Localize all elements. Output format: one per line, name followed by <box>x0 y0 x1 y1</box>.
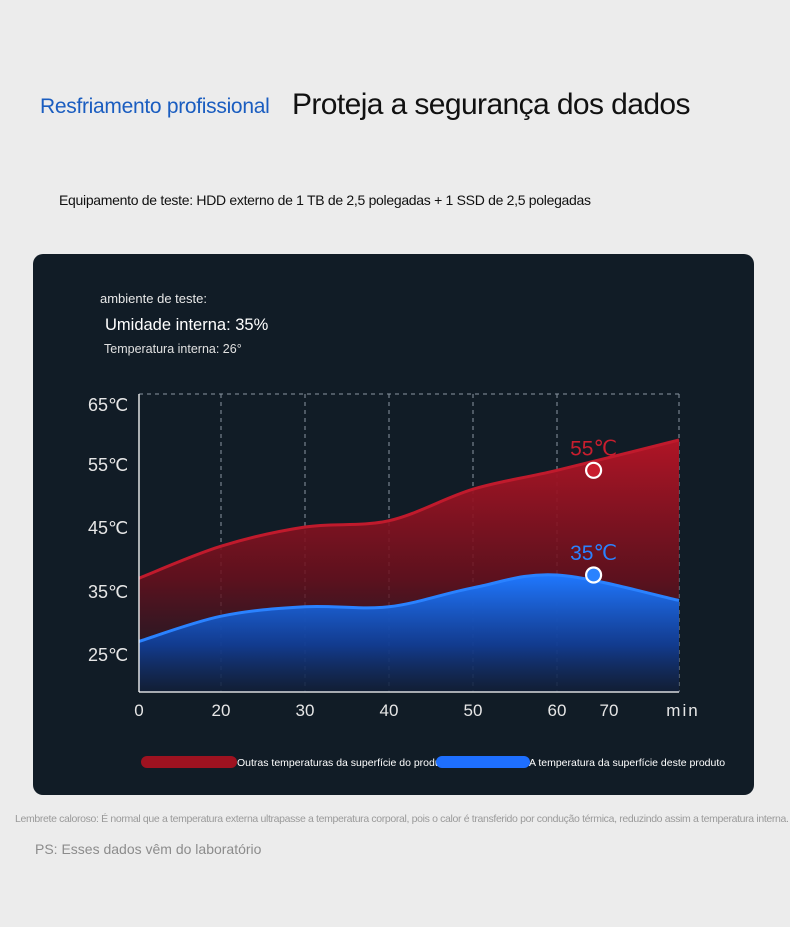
x-tick-label: 20 <box>212 701 231 720</box>
chart-legend: Outras temperaturas da superfície do pro… <box>141 756 725 769</box>
marker-label-blue: 35℃ <box>570 542 617 565</box>
temperature-chart: 65℃ 55℃ 45℃ 35℃ 25℃ 0 20 30 40 50 60 70 min 55℃ 35℃ O… <box>88 393 725 769</box>
x-unit-label: min <box>666 701 699 720</box>
y-tick-label: 65℃ <box>88 395 128 415</box>
series-line-red <box>138 438 680 580</box>
legend-label-blue: A temperatura da superfície deste produt… <box>529 757 725 769</box>
x-tick-label: 60 <box>548 701 567 720</box>
y-tick-label: 35℃ <box>88 582 128 602</box>
environment-temperature: Temperatura interna: 26° <box>104 342 242 356</box>
environment-humidity: Umidade interna: 35% <box>105 316 269 334</box>
chart-areas <box>138 438 680 692</box>
equipment-text: Equipamento de teste: HDD externo de 1 T… <box>59 192 591 208</box>
y-tick-label: 25℃ <box>88 645 128 665</box>
marker-blue <box>584 566 603 584</box>
tip-text: Lembrete caloroso: É normal que a temper… <box>15 813 789 825</box>
marker-red <box>584 461 603 479</box>
legend-label-red: Outras temperaturas da superfície do pro… <box>237 757 450 769</box>
chart-panel: ambiente de teste: Umidade interna: 35% … <box>33 254 754 795</box>
series-area-blue <box>139 574 679 692</box>
ps-text: PS: Esses dados vêm do laboratório <box>35 841 262 857</box>
x-tick-label: 30 <box>296 701 315 720</box>
legend-swatch-red <box>141 756 237 768</box>
marker-label-red: 55℃ <box>570 437 617 460</box>
legend-swatch-blue <box>436 756 530 768</box>
page-title: Proteja a segurança dos dados <box>292 88 690 121</box>
x-tick-label: 70 <box>600 701 619 720</box>
header: Resfriamento profissional Proteja a segu… <box>40 88 760 128</box>
x-tick-label: 50 <box>464 701 483 720</box>
x-tick-label: 0 <box>134 701 143 720</box>
environment-label: ambiente de teste: <box>100 291 207 306</box>
chart-markers: 55℃ 35℃ <box>570 437 617 584</box>
series-line-blue <box>138 573 680 643</box>
y-tick-label: 45℃ <box>88 518 128 538</box>
x-tick-label: 40 <box>380 701 399 720</box>
chart-axes: 65℃ 55℃ 45℃ 35℃ 25℃ 0 20 30 40 50 60 70 min <box>88 394 699 720</box>
subtitle: Resfriamento profissional <box>40 95 270 118</box>
y-tick-label: 55℃ <box>88 455 128 475</box>
